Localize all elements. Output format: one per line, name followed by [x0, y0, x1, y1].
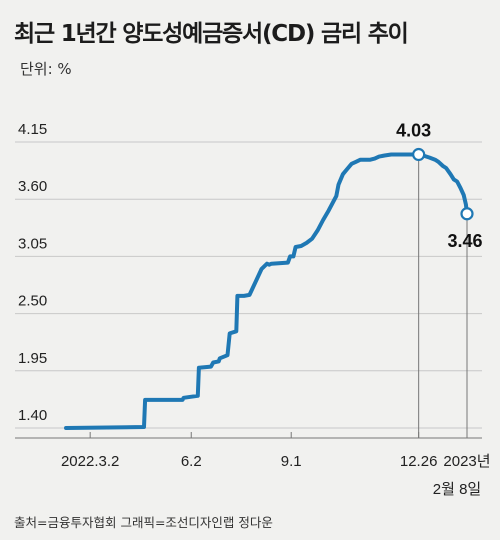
unit-label: 단위: %: [20, 60, 72, 78]
x-tick-label: 12.26: [400, 453, 438, 470]
annotation-marker: [460, 207, 474, 221]
x-tick-sublabel: 2월 8일: [433, 481, 481, 498]
y-tick-label: 1.40: [18, 407, 47, 424]
annotation-guide-layer: [418, 160, 468, 438]
x-tick-labels: 2022.3.2 6.2 9.1 12.26 2023년 2월 8일: [61, 453, 491, 498]
x-tick-label: 9.1: [281, 453, 302, 470]
chart-title: 최근 1년간 양도성예금증서(CD) 금리 추이: [14, 21, 409, 47]
y-tick-label: 3.05: [18, 235, 47, 252]
x-tick-label: 2023년: [443, 453, 490, 470]
y-tick-label: 4.15: [18, 121, 47, 138]
source-credit: 출처=금융투자협회 그래픽=조선디자인랩 정다운: [14, 515, 273, 530]
x-tick-label: 2022.3.2: [61, 453, 119, 470]
y-tick-labels: 1.40 1.95 2.50 3.05 3.60 4.15: [18, 121, 47, 424]
annotation-label: 4.03: [396, 120, 431, 140]
grid-layer: [15, 141, 482, 439]
annotation-markers: [412, 147, 474, 221]
y-tick-label: 1.95: [18, 350, 47, 367]
cd-rate-line: [64, 152, 469, 430]
annotation-marker: [412, 147, 426, 162]
annotation-labels: 4.03 3.46: [396, 120, 482, 250]
x-tick-label: 6.2: [181, 453, 202, 470]
annotation-label: 3.46: [447, 231, 482, 251]
y-tick-label: 2.50: [18, 293, 47, 310]
y-tick-label: 3.60: [18, 178, 47, 195]
